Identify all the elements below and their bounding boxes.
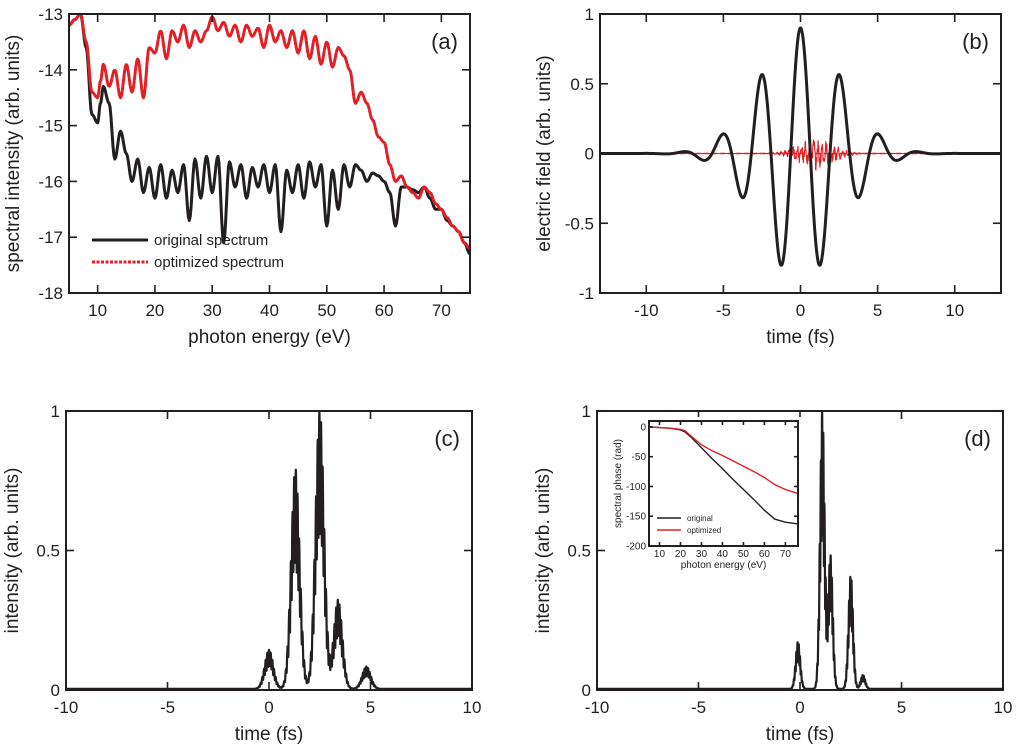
y-axis-label: intensity (arb. units) <box>533 468 554 634</box>
inset-x-axis-label: photon energy (eV) <box>681 560 767 571</box>
x-axis-label: photon energy (eV) <box>188 327 351 348</box>
y-axis-label: spectral intensity (arb. units) <box>3 35 24 273</box>
inset-y-axis-label: spectral phase (rad) <box>613 439 624 528</box>
series-group <box>597 411 1003 690</box>
y-tick-label: 0 <box>585 145 594 164</box>
y-tick-label: -100 <box>626 482 646 493</box>
y-tick-label: -200 <box>626 542 646 553</box>
x-axis-label: time (fs) <box>766 724 835 745</box>
x-tick-label: 70 <box>780 549 792 560</box>
series-group <box>66 411 472 690</box>
x-tick-label: 30 <box>203 301 222 320</box>
x-tick-label: 40 <box>260 301 279 320</box>
y-axis-label: intensity (arb. units) <box>2 468 23 634</box>
panel-b: -10 -5 0 5 10 1 0.5 0 -0.5 -1 (b) time (fs) electric… <box>534 5 1002 348</box>
inset-legend-label-optimized: optimized <box>687 526 721 535</box>
x-tick-label: 5 <box>366 698 375 717</box>
y-tick-label: 0 <box>51 681 60 700</box>
x-axis-label: time (fs) <box>766 327 835 348</box>
y-tick-label: 1 <box>585 5 594 24</box>
y-tick-label: -0.5 <box>565 214 594 233</box>
panel-label: (d) <box>964 426 991 451</box>
y-tick-label: 0 <box>582 681 591 700</box>
x-tick-label: 10 <box>994 698 1013 717</box>
y-tick-label: -18 <box>38 284 63 303</box>
x-tick-label: 10 <box>654 549 666 560</box>
y-tick-label: 1 <box>582 402 591 421</box>
x-tick-label: -5 <box>160 698 175 717</box>
panel-label: (a) <box>431 29 458 54</box>
y-tick-label: 0.5 <box>567 542 591 561</box>
x-tick-label: 5 <box>873 301 882 320</box>
legend-label-original: original spectrum <box>154 232 268 249</box>
x-tick-label: -5 <box>691 698 706 717</box>
x-tick-label: 20 <box>675 549 687 560</box>
series-group <box>600 26 1001 267</box>
x-tick-label: 0 <box>796 301 805 320</box>
panel-c: -10 -5 0 5 10 0 0.5 1 (c) time (fs) intensity (arb… <box>2 402 481 745</box>
inset-series-line-optimized <box>649 426 798 495</box>
legend-label-optimized: optimized spectrum <box>154 254 284 271</box>
series-line-intensity <box>66 411 472 690</box>
y-axis-label: electric field (arb. units) <box>534 55 555 251</box>
y-tick-label: -13 <box>38 5 63 24</box>
y-tick-label: -15 <box>38 117 63 136</box>
x-tick-label: 0 <box>264 698 273 717</box>
x-tick-label: 30 <box>696 549 708 560</box>
series-line-original <box>69 14 470 256</box>
x-tick-label: 10 <box>945 301 964 320</box>
inset-background <box>611 417 804 590</box>
legend: original spectrum optimized spectrum <box>92 232 284 271</box>
plot-frame <box>648 420 799 547</box>
x-tick-label: 40 <box>717 549 729 560</box>
y-tick-label: -150 <box>626 512 646 523</box>
x-tick-label: 50 <box>738 549 750 560</box>
series-line-intensity <box>597 411 1003 690</box>
x-tick-label: 70 <box>432 301 451 320</box>
x-tick-label: 0 <box>795 698 804 717</box>
panel-label: (c) <box>434 426 460 451</box>
y-tick-label: -16 <box>38 172 63 191</box>
x-tick-label: -10 <box>54 698 79 717</box>
x-tick-label: -10 <box>634 301 659 320</box>
y-tick-label: 0.5 <box>36 542 60 561</box>
x-tick-label: -5 <box>716 301 731 320</box>
x-tick-label: 60 <box>759 549 771 560</box>
inset-series-group <box>649 426 798 525</box>
y-tick-label: 0.5 <box>570 75 594 94</box>
x-tick-label: 10 <box>463 698 482 717</box>
y-tick-label: 1 <box>51 402 60 421</box>
x-tick-label: 10 <box>88 301 107 320</box>
x-tick-label: -10 <box>585 698 610 717</box>
x-tick-label: 60 <box>375 301 394 320</box>
inset-legend-label-original: original <box>687 514 713 523</box>
y-tick-label: -1 <box>579 284 594 303</box>
y-tick-label: -50 <box>632 452 647 463</box>
series-line-optimized <box>69 14 470 250</box>
y-tick-label: 0 <box>640 422 646 433</box>
panel-label: (b) <box>962 29 989 54</box>
y-tick-label: -14 <box>38 61 63 80</box>
y-tick-label: -17 <box>38 228 63 247</box>
x-tick-label: 5 <box>897 698 906 717</box>
x-tick-label: 50 <box>317 301 336 320</box>
panel-a: original spectrum optimized spectrum 10 20 3… <box>3 5 471 348</box>
series-group <box>69 14 470 256</box>
series-line-original <box>600 26 1001 267</box>
x-tick-label: 20 <box>145 301 164 320</box>
x-axis-label: time (fs) <box>235 724 304 745</box>
inset-chart: 10 20 30 40 50 60 70 0 -50 -100 -150 -200 photon ene… <box>611 417 804 590</box>
